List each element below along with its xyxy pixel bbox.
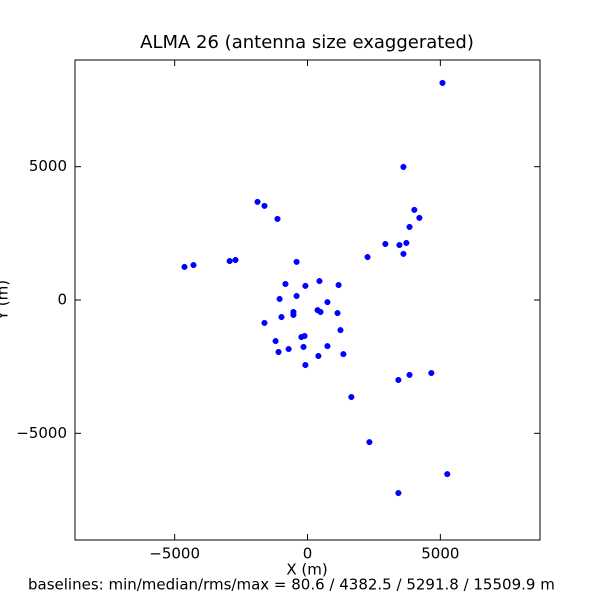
x-tick-label: 5000: [421, 545, 459, 563]
antenna-point: [181, 263, 188, 270]
antenna-point: [335, 282, 342, 289]
antenna-point: [400, 163, 407, 170]
antenna-point: [282, 280, 289, 288]
antenna-point: [396, 242, 403, 249]
chart-title: ALMA 26 (antenna size exaggerated): [140, 32, 474, 53]
antenna-point: [400, 250, 407, 257]
antenna-point: [406, 371, 413, 378]
antenna-point: [324, 343, 331, 350]
antenna-point: [298, 334, 305, 341]
antenna-point: [226, 258, 233, 265]
antenna-point: [276, 295, 283, 302]
antenna-point: [340, 351, 347, 358]
antenna-point: [416, 214, 423, 221]
antenna-point: [300, 343, 307, 350]
antenna-point: [317, 308, 324, 316]
antenna-point: [190, 262, 197, 269]
antenna-point: [382, 240, 389, 248]
antenna-point: [444, 471, 451, 478]
y-tick-label: −5000: [16, 424, 67, 442]
antenna-point: [261, 319, 268, 326]
x-tick-label: −5000: [149, 545, 200, 563]
antenna-point: [261, 202, 268, 209]
antenna-point: [290, 311, 297, 318]
antenna-point: [411, 206, 418, 213]
antenna-point: [348, 394, 355, 401]
antenna-point: [316, 278, 323, 285]
antenna-point: [302, 282, 309, 289]
antenna-point: [275, 348, 282, 356]
antenna-point: [285, 346, 292, 353]
antenna-point: [302, 362, 309, 369]
antenna-point: [334, 310, 341, 317]
antenna-point: [315, 352, 322, 360]
antenna-point: [428, 370, 435, 377]
antenna-point: [274, 215, 281, 222]
y-tick-label: 0: [57, 291, 67, 309]
antenna-point: [364, 254, 371, 261]
x-tick-label: 0: [303, 545, 313, 563]
y-tick-label: 5000: [29, 157, 67, 175]
antenna-point: [406, 223, 413, 230]
antenna-point: [272, 338, 279, 345]
antenna-point: [324, 299, 331, 306]
antenna-point: [232, 256, 239, 264]
antenna-point: [337, 327, 344, 334]
antenna-point: [403, 239, 410, 246]
antenna-point: [439, 79, 446, 86]
antenna-point: [366, 439, 373, 446]
antenna-point: [278, 314, 285, 321]
antenna-point: [395, 490, 402, 497]
antenna-point: [293, 258, 300, 265]
antenna-point: [254, 198, 261, 205]
x-axis-label: X (m): [286, 561, 327, 579]
antenna-point: [395, 376, 402, 384]
antenna-point: [293, 292, 300, 300]
y-axis-label: Y (m): [0, 280, 12, 321]
footer: baselines: min/median/rms/max = 80.6 / 4…: [28, 576, 555, 594]
